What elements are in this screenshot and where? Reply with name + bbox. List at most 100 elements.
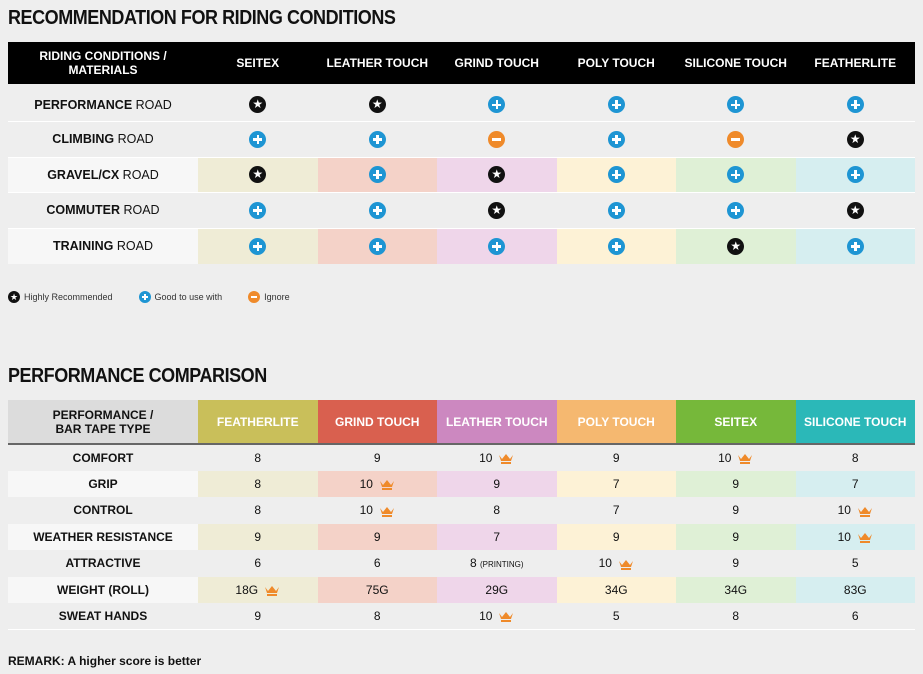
row-label: CLIMBING ROAD xyxy=(8,121,198,157)
crown-icon xyxy=(379,506,394,517)
plus-icon xyxy=(846,96,864,113)
score-value: 7 xyxy=(493,529,501,544)
crown-icon xyxy=(857,506,872,517)
score-value: 9 xyxy=(254,609,262,623)
rating-cell xyxy=(198,227,318,264)
rating-cell xyxy=(676,85,796,122)
score-cell: 8 xyxy=(198,497,318,524)
score-value: 18G xyxy=(235,582,259,597)
rating-cell xyxy=(198,121,318,157)
row-label: PERFORMANCE ROAD xyxy=(8,85,198,122)
score-cell: 9 xyxy=(198,603,318,630)
score-value: 6 xyxy=(373,556,381,571)
score-value: 5 xyxy=(612,609,620,623)
score-value: 9 xyxy=(373,450,381,465)
score-value: 10 xyxy=(359,503,373,518)
score-value: 9 xyxy=(732,529,740,544)
rating-cell xyxy=(795,156,915,193)
score-cell: 10 xyxy=(795,523,915,550)
table-row: WEIGHT (ROLL) 18G 75G 29G 34G 34G 83G xyxy=(8,576,915,603)
rating-cell xyxy=(795,121,915,157)
column-header: SEITEX xyxy=(676,400,796,444)
score-cell: 8 xyxy=(318,603,438,630)
column-header: POLY TOUCH xyxy=(556,42,676,86)
remark: REMARK: A higher score is better xyxy=(8,654,202,668)
score-value: 9 xyxy=(612,529,620,544)
rating-cell xyxy=(437,227,557,264)
score-cell: 6 xyxy=(318,550,438,577)
score-value: 83G xyxy=(843,582,867,597)
score-value: 8 xyxy=(254,450,262,465)
score-cell: 10 xyxy=(318,497,438,524)
legend: Highly Recommended Good to use with Igno… xyxy=(8,291,290,303)
score-cell: 29G xyxy=(437,576,557,603)
crown-icon xyxy=(379,480,394,491)
rating-cell xyxy=(795,85,915,122)
crown-icon xyxy=(618,559,633,570)
plus-icon xyxy=(488,237,506,255)
score-value: 10 xyxy=(718,450,732,465)
rating-cell xyxy=(198,85,318,122)
table-row: CONTROL 8 10 8 7 9 10 xyxy=(8,497,915,524)
star-icon xyxy=(846,130,864,148)
rating-cell xyxy=(676,192,796,228)
rating-cell xyxy=(556,156,676,193)
score-cell: 8 (PRINTING) xyxy=(437,550,557,577)
performance-title: PERFORMANCE COMPARISON xyxy=(8,365,267,387)
score-value: 8 xyxy=(373,609,381,623)
score-cell: 9 xyxy=(317,523,437,550)
rating-cell xyxy=(556,121,676,157)
rating-cell xyxy=(676,156,796,193)
score-value: 9 xyxy=(732,556,740,571)
score-cell: 34G xyxy=(556,576,676,603)
row-label: WEIGHT (ROLL) xyxy=(8,576,198,603)
score-value: 5 xyxy=(851,556,859,571)
score-cell: 8 xyxy=(437,497,557,524)
table-row: GRAVEL/CX ROAD xyxy=(8,156,915,193)
rating-cell xyxy=(317,227,437,264)
plus-icon xyxy=(368,166,386,184)
row-label: CONTROL xyxy=(73,503,133,518)
rating-cell xyxy=(556,227,676,264)
corner-header: RIDING CONDITIONS / MATERIALS xyxy=(8,42,198,86)
column-header: FEATHERLITE xyxy=(795,42,915,86)
row-label: COMFORT xyxy=(72,450,134,465)
rating-cell xyxy=(317,192,437,228)
plus-icon xyxy=(607,201,625,219)
star-icon xyxy=(249,166,267,184)
legend-plus: Good to use with xyxy=(154,292,223,302)
table-row: CLIMBING ROAD xyxy=(8,121,915,157)
score-value: 9 xyxy=(373,529,381,544)
score-value: 8 xyxy=(493,503,501,518)
crown-icon xyxy=(738,454,753,465)
table-row: COMMUTER ROAD xyxy=(8,192,915,228)
score-value: 8 xyxy=(254,503,262,518)
plus-icon xyxy=(846,166,864,184)
plus-icon xyxy=(138,291,151,303)
minus-icon xyxy=(488,130,506,148)
crown-icon xyxy=(499,454,514,465)
table-row: PERFORMANCE ROAD xyxy=(8,85,915,122)
column-header: LEATHER TOUCH xyxy=(437,400,557,444)
rating-cell xyxy=(676,121,796,157)
score-cell: 9 xyxy=(437,470,557,497)
score-value: 8 xyxy=(254,476,262,491)
score-cell: 83G xyxy=(795,576,915,603)
score-cell: 10 xyxy=(796,497,916,524)
table-row: WEATHER RESISTANCE 9 9 7 9 9 10 xyxy=(8,523,915,550)
score-value: 10 xyxy=(479,609,493,623)
table-row: COMFORT 8 9 10 9 10 8 xyxy=(8,444,915,471)
score-value: 9 xyxy=(732,476,740,491)
rating-cell xyxy=(198,156,318,193)
table-row: SWEAT HANDS 9 8 10 5 8 6 xyxy=(8,603,915,630)
crown-icon xyxy=(857,533,872,544)
score-cell: 8 xyxy=(198,444,318,471)
row-label: GRAVEL/CX ROAD xyxy=(8,156,198,193)
performance-table: PERFORMANCE / BAR TAPE TYPE FEATHERLITE GR… xyxy=(8,400,915,630)
score-cell: 34G xyxy=(676,576,796,603)
score-value: 9 xyxy=(254,529,262,544)
plus-icon xyxy=(727,201,745,219)
column-header: GRIND TOUCH xyxy=(317,400,437,444)
score-cell: 5 xyxy=(557,603,677,630)
crown-icon xyxy=(499,612,514,623)
